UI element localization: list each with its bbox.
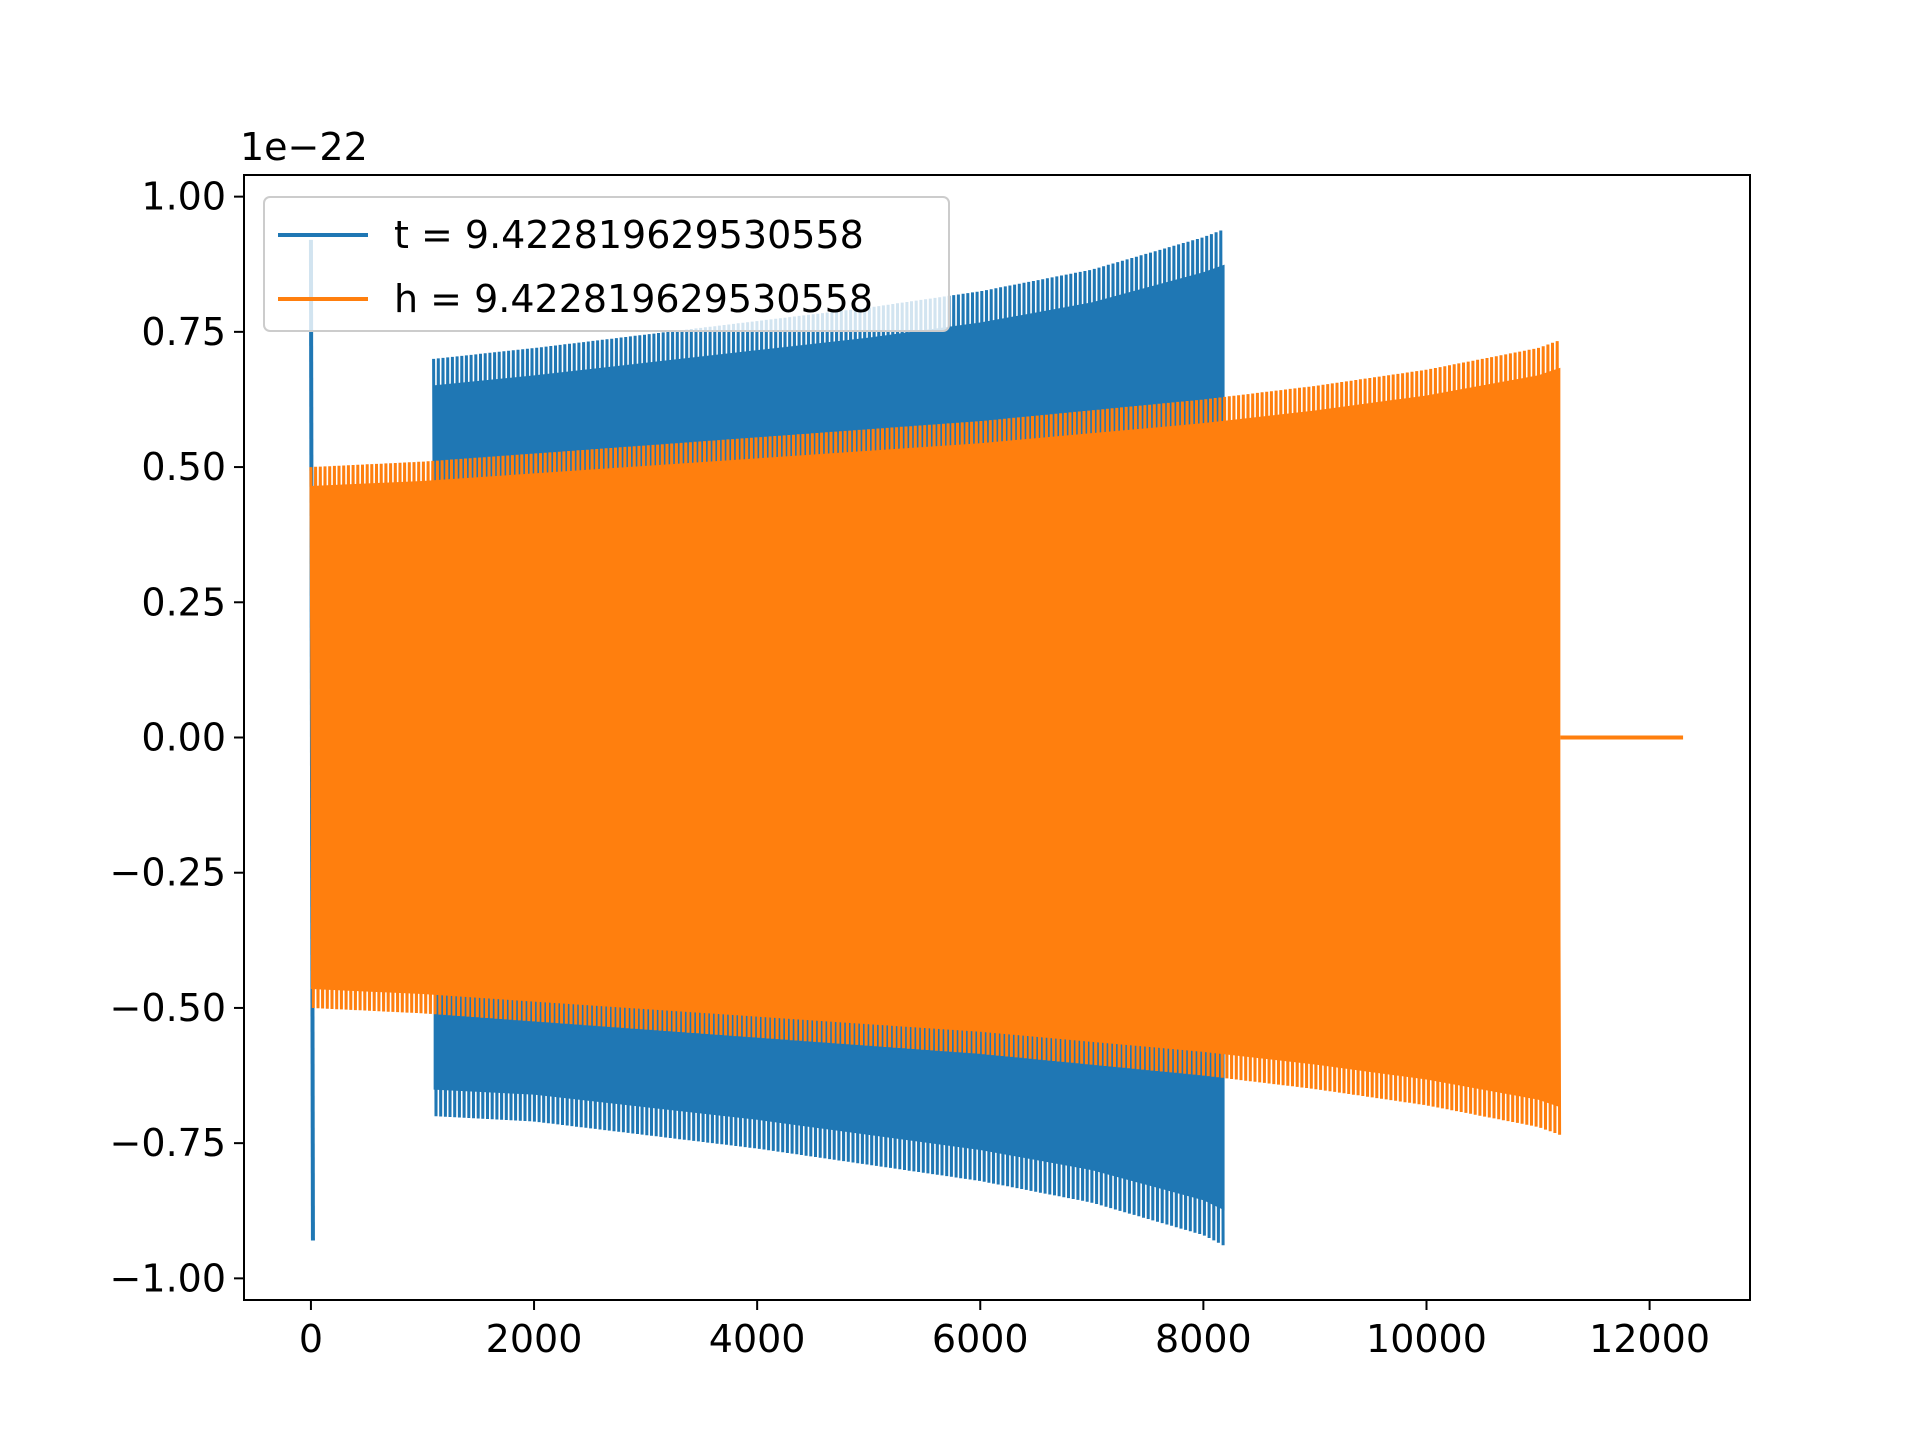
x-tick-label: 12000 xyxy=(1589,1317,1710,1361)
x-tick-label: 4000 xyxy=(709,1317,806,1361)
legend: t = 9.422819629530558 h = 9.4228196295305… xyxy=(263,196,950,332)
y-tick-label: −0.50 xyxy=(110,986,226,1030)
x-axis: 0 2000 4000 6000 8000 10000 12000 xyxy=(299,1300,1710,1361)
y-tick-label: 0.00 xyxy=(141,716,226,760)
x-tick-label: 8000 xyxy=(1155,1317,1252,1361)
y-axis: 1.00 0.75 0.50 0.25 0.00 −0.25 −0.50 −0.75 −1.00 xyxy=(110,175,244,1300)
y-tick-label: 0.25 xyxy=(141,580,226,624)
legend-label: t = 9.422819629530558 xyxy=(394,213,864,257)
x-tick-label: 6000 xyxy=(932,1317,1029,1361)
y-tick-label: −1.00 xyxy=(110,1256,226,1300)
y-tick-label: 0.75 xyxy=(141,310,226,354)
plot-area xyxy=(308,230,1684,1246)
x-tick-label: 0 xyxy=(299,1317,323,1361)
y-tick-label: 1.00 xyxy=(141,175,226,219)
legend-box xyxy=(263,196,950,332)
y-tick-label: −0.25 xyxy=(110,851,226,895)
x-tick-label: 10000 xyxy=(1366,1317,1487,1361)
series-1-band xyxy=(310,367,1561,1108)
legend-label: h = 9.422819629530558 xyxy=(394,277,873,321)
y-tick-label: 0.50 xyxy=(141,445,226,489)
y-tick-label: −0.75 xyxy=(110,1121,226,1165)
x-tick-label: 2000 xyxy=(486,1317,583,1361)
y-offset-label: 1e−22 xyxy=(240,125,368,169)
